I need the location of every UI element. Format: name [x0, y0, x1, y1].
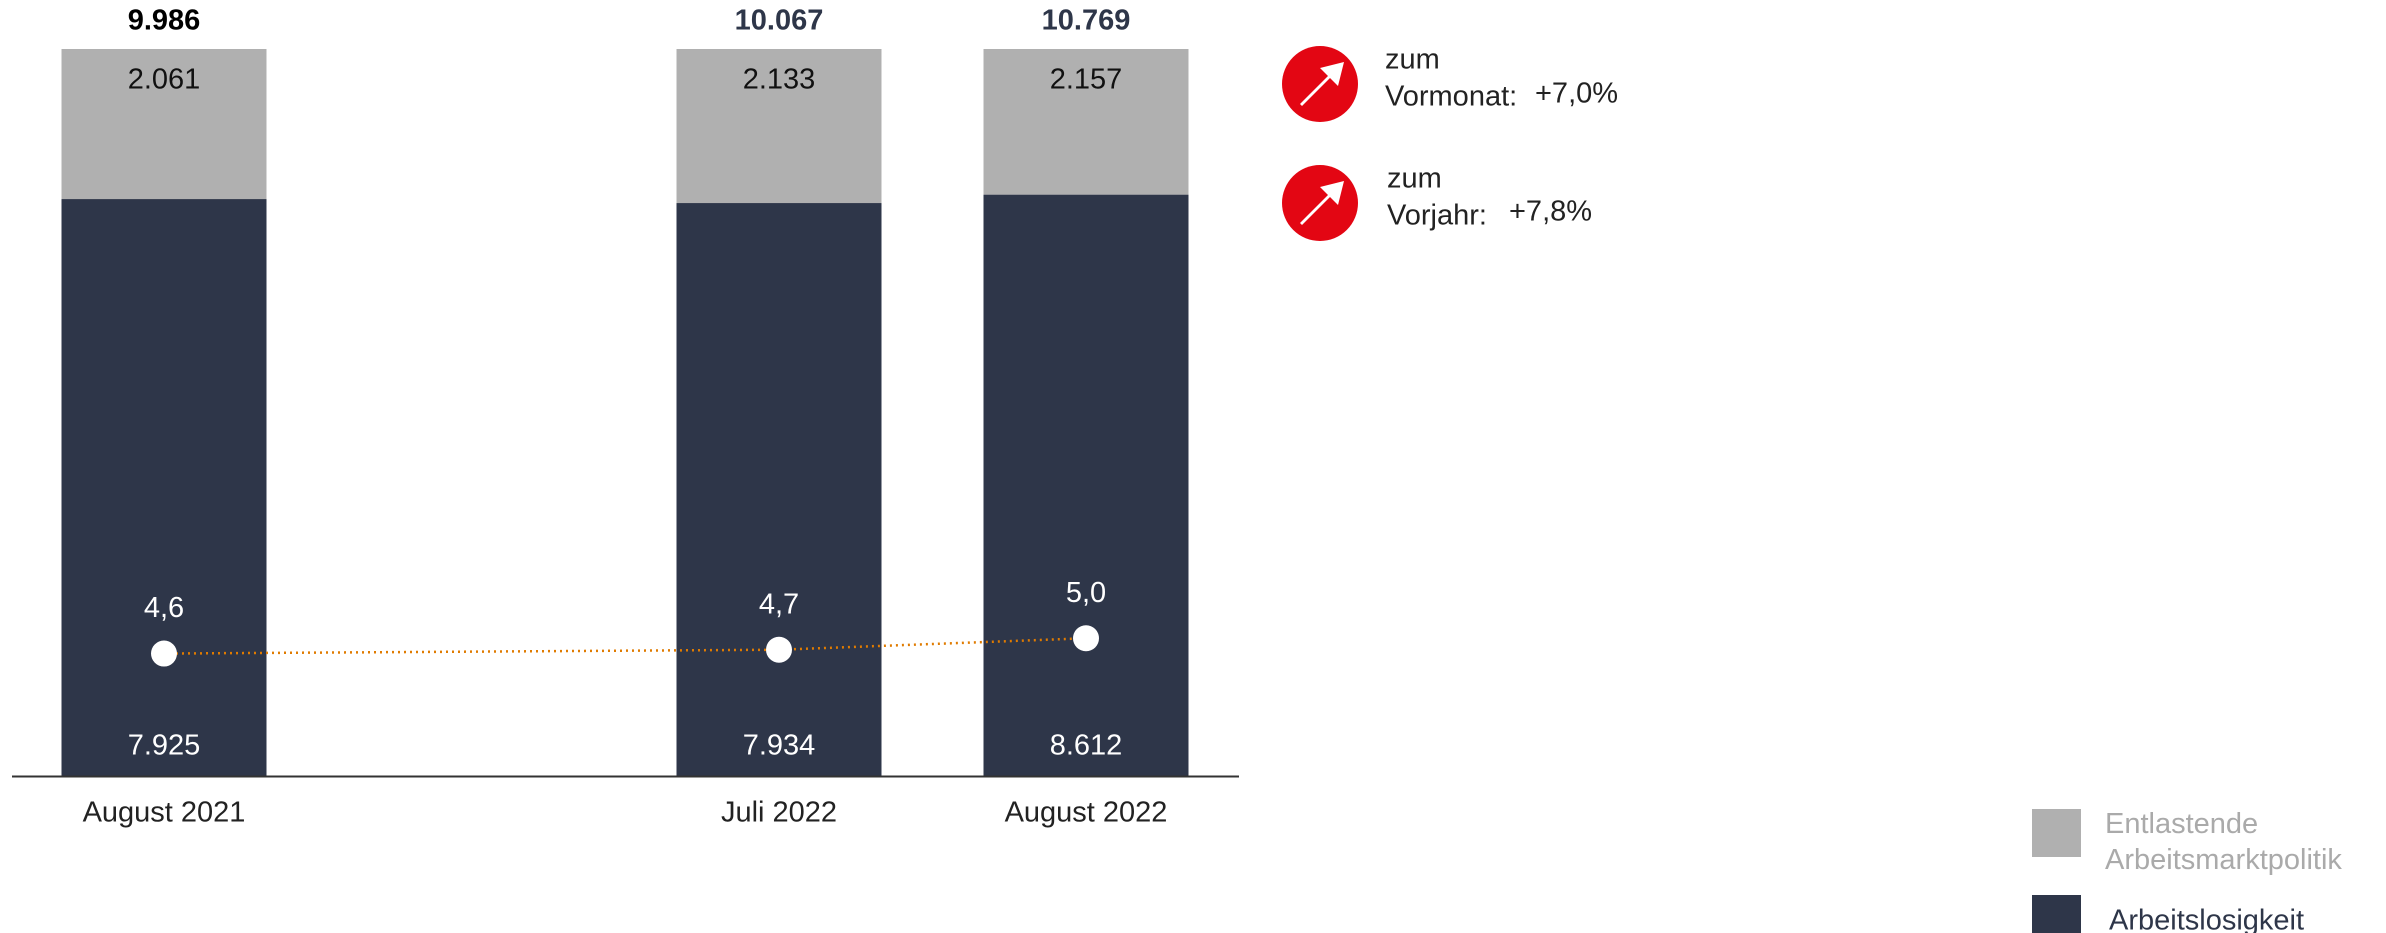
- annotation-label: Vormonat:: [1385, 81, 1517, 113]
- rate-label: 4,7: [759, 588, 799, 620]
- value-label: 7.925: [128, 730, 201, 762]
- rate-marker: [766, 636, 792, 663]
- annotation-value: +7,0%: [1535, 78, 1618, 110]
- rate-line: [163, 637, 1087, 655]
- arrow-icon: [1282, 46, 1358, 122]
- rate-label: 4,6: [144, 592, 184, 624]
- bar-segment: [676, 203, 882, 776]
- bar-segment: [676, 49, 882, 204]
- x-tick-label: Juli 2022: [721, 797, 837, 829]
- rate-marker: [1073, 625, 1099, 652]
- bar-segment: [61, 49, 267, 200]
- legend-swatch: [2032, 895, 2081, 933]
- annotation-label: zum: [1387, 163, 1442, 195]
- x-tick-label: August 2021: [83, 797, 246, 829]
- legend-label: Entlastende Arbeitsmarktpolitik: [2105, 808, 2342, 876]
- arrow-icon: [1282, 165, 1358, 241]
- bar-segment: [983, 49, 1189, 195]
- value-label: 2.157: [1050, 64, 1123, 96]
- legend-label: Arbeitslosigkeit: [2109, 905, 2304, 933]
- total-label: 9.986: [128, 5, 201, 37]
- legend-swatch: [2032, 809, 2081, 857]
- value-label: 2.061: [128, 64, 201, 96]
- bar-segment: [61, 199, 267, 776]
- rate-label: 5,0: [1066, 577, 1106, 609]
- total-label: 10.067: [735, 5, 824, 37]
- value-label: 2.133: [743, 64, 816, 96]
- total-label: 10.769: [1042, 5, 1131, 37]
- x-tick-label: August 2022: [1005, 797, 1168, 829]
- annotation-label: zum: [1385, 44, 1440, 76]
- bar-segment: [983, 194, 1189, 776]
- value-label: 7.934: [743, 730, 816, 762]
- annotation-label: Vorjahr:: [1387, 200, 1487, 232]
- value-label: 8.612: [1050, 730, 1123, 762]
- rate-marker: [151, 640, 177, 667]
- annotation-value: +7,8%: [1509, 196, 1592, 228]
